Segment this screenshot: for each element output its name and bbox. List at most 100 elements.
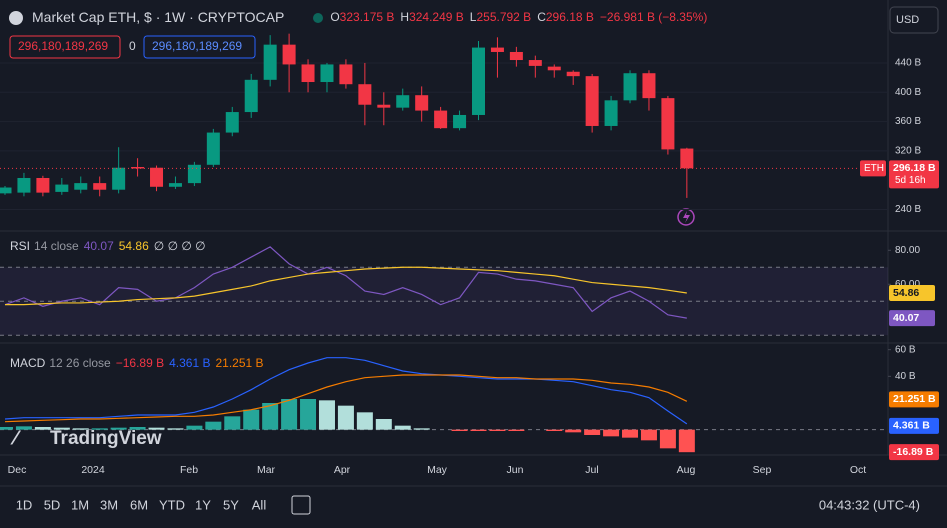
macd-histogram-bar	[394, 425, 411, 430]
candle-body	[168, 183, 182, 187]
rsi-params: 14 close	[34, 239, 79, 253]
currency-button[interactable]	[889, 6, 939, 34]
range-button[interactable]: 6M	[130, 497, 148, 512]
range-button[interactable]: 3M	[100, 497, 118, 512]
candle-body	[244, 79, 258, 113]
macd-histogram-bar	[205, 421, 222, 430]
candle-body	[320, 64, 334, 83]
x-tick-label: Apr	[334, 464, 351, 476]
macd-line	[4, 374, 688, 423]
macd-histogram-bar	[546, 429, 563, 431]
macd-histogram-bar	[470, 429, 487, 431]
macd-histogram-bar	[110, 427, 127, 430]
candle-body	[453, 114, 467, 129]
rsi-tag-bg	[889, 284, 935, 301]
y-tick-label: 240 B	[895, 204, 921, 215]
candle-body	[377, 104, 391, 108]
candle-body	[93, 183, 107, 190]
ask[interactable]: 296,180,189,269	[152, 39, 242, 53]
macd-histogram-bar	[640, 429, 657, 441]
rsi-title: RSI	[10, 239, 30, 253]
rsi-value: 40.07	[84, 239, 114, 253]
range-button[interactable]: 1M	[71, 497, 89, 512]
rsi-line	[4, 246, 687, 319]
macd-histogram-bar	[489, 429, 506, 431]
y-tick-label: 320 B	[895, 146, 921, 157]
y-tick-label: 80.00	[895, 245, 920, 256]
candle-body	[623, 73, 637, 101]
macd-histogram-bar	[622, 429, 639, 438]
candle-body	[434, 110, 448, 129]
title: Market Cap ETH, $ · 1W · CRYPTOCAP	[32, 9, 284, 25]
macd-histogram-bar	[129, 427, 146, 430]
y-tick-label: 400 B	[895, 87, 921, 98]
rsi-tag: 40.07	[893, 312, 919, 324]
range-button[interactable]: 1D	[16, 497, 33, 512]
macd-histogram-bar	[603, 429, 620, 437]
clock: 04:43:32 (UTC-4)	[819, 497, 920, 512]
currency[interactable]: USD	[896, 14, 919, 26]
bid-box[interactable]	[9, 35, 121, 59]
symbol-logo	[9, 11, 23, 25]
macd-histogram-bar	[300, 399, 317, 430]
candle-body	[396, 95, 410, 108]
range-button[interactable]: 5Y	[223, 497, 239, 512]
range-button[interactable]: YTD	[159, 497, 185, 512]
macd-histogram-bar	[584, 429, 601, 435]
ask-box[interactable]	[143, 35, 256, 59]
macd-histogram-bar	[356, 412, 373, 430]
macd-histogram-bar	[678, 429, 695, 453]
macd-histogram-bar	[508, 429, 525, 431]
symbol-tag: ETH	[864, 163, 884, 174]
range-button[interactable]: 1Y	[195, 497, 211, 512]
macd-histogram-bar	[15, 426, 32, 430]
x-tick-label: Sep	[753, 464, 772, 476]
macd-histogram-bar	[262, 403, 279, 430]
macd-hist-value: −16.89 B	[116, 356, 164, 370]
market-status[interactable]	[313, 13, 323, 23]
bid[interactable]: 296,180,189,269	[18, 39, 108, 53]
x-tick-label: May	[427, 464, 448, 476]
countdown: 5d 16h	[895, 175, 926, 186]
rsi-line	[5, 266, 687, 306]
range-button[interactable]: 5D	[44, 497, 61, 512]
candle-body	[55, 184, 69, 192]
candle-body	[206, 132, 220, 165]
candle-body	[17, 177, 31, 193]
compare-icon[interactable]	[291, 495, 311, 515]
candle-body	[131, 166, 145, 169]
candle-body	[415, 95, 429, 111]
candle-body	[263, 44, 277, 80]
candle-body	[604, 100, 618, 126]
y-tick-label: 40 B	[895, 371, 916, 382]
ohlc-value: 255.792 B	[476, 10, 531, 24]
macd-histogram-bar	[186, 425, 203, 430]
macd-histogram-bar	[451, 429, 468, 431]
ohlc-key: L	[470, 10, 477, 24]
candle-body	[36, 177, 50, 193]
candle-body	[585, 76, 599, 126]
ohlc-value: 324.249 B	[409, 10, 464, 24]
change: −26.981 B (−8.35%)	[600, 10, 707, 24]
candle-body	[339, 64, 353, 85]
macd-tag-bg	[889, 391, 939, 408]
x-tick-label: Oct	[850, 464, 866, 476]
range-button[interactable]: All	[252, 497, 267, 512]
candle-body	[680, 148, 694, 169]
candle-body	[547, 66, 561, 71]
candle-body	[150, 167, 164, 187]
macd-histogram-bar	[281, 399, 298, 430]
x-tick-label: Aug	[677, 464, 696, 476]
candle-body	[566, 71, 580, 77]
x-tick-label: Jul	[585, 464, 598, 476]
x-tick-label: Feb	[180, 464, 198, 476]
y-tick-label: 360 B	[895, 116, 921, 127]
macd-histogram-bar	[0, 427, 13, 430]
macd-histogram-bar	[167, 428, 184, 430]
y-tick-label: 60 B	[895, 344, 916, 355]
rsi-placeholders: ∅ ∅ ∅ ∅	[154, 239, 206, 253]
x-tick-label: Jun	[507, 464, 524, 476]
candle-body	[472, 47, 485, 115]
macd-histogram-bar	[565, 429, 582, 433]
